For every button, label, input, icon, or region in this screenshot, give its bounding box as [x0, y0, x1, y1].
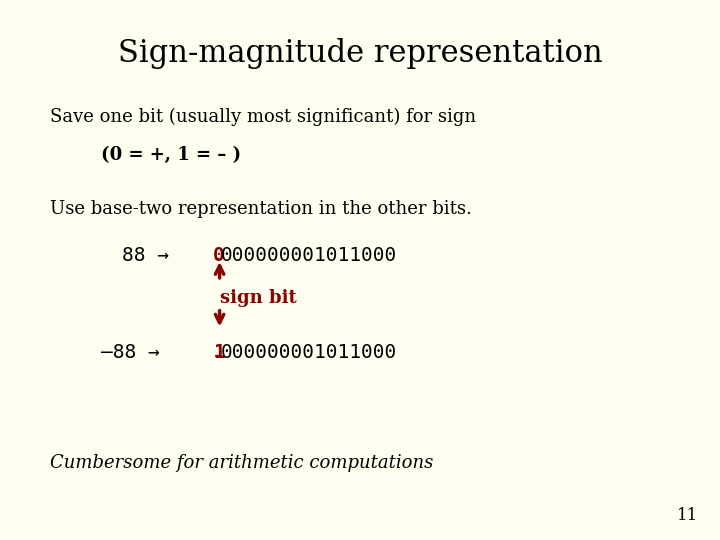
- Text: Save one bit (usually most significant) for sign: Save one bit (usually most significant) …: [50, 108, 477, 126]
- Text: Sign-magnitude representation: Sign-magnitude representation: [117, 38, 603, 69]
- Text: 1: 1: [213, 343, 225, 362]
- Text: 000000001011000: 000000001011000: [221, 343, 397, 362]
- Text: 88 →: 88 →: [122, 246, 193, 265]
- Text: 0: 0: [213, 246, 225, 265]
- Text: 000000001011000: 000000001011000: [221, 246, 397, 265]
- Text: Cumbersome for arithmetic computations: Cumbersome for arithmetic computations: [50, 454, 433, 471]
- Text: (0 = +, 1 = – ): (0 = +, 1 = – ): [101, 146, 241, 164]
- Text: Use base-two representation in the other bits.: Use base-two representation in the other…: [50, 200, 472, 218]
- Text: sign bit: sign bit: [220, 289, 297, 307]
- Text: –88 →: –88 →: [101, 343, 183, 362]
- Text: 11: 11: [677, 507, 698, 524]
